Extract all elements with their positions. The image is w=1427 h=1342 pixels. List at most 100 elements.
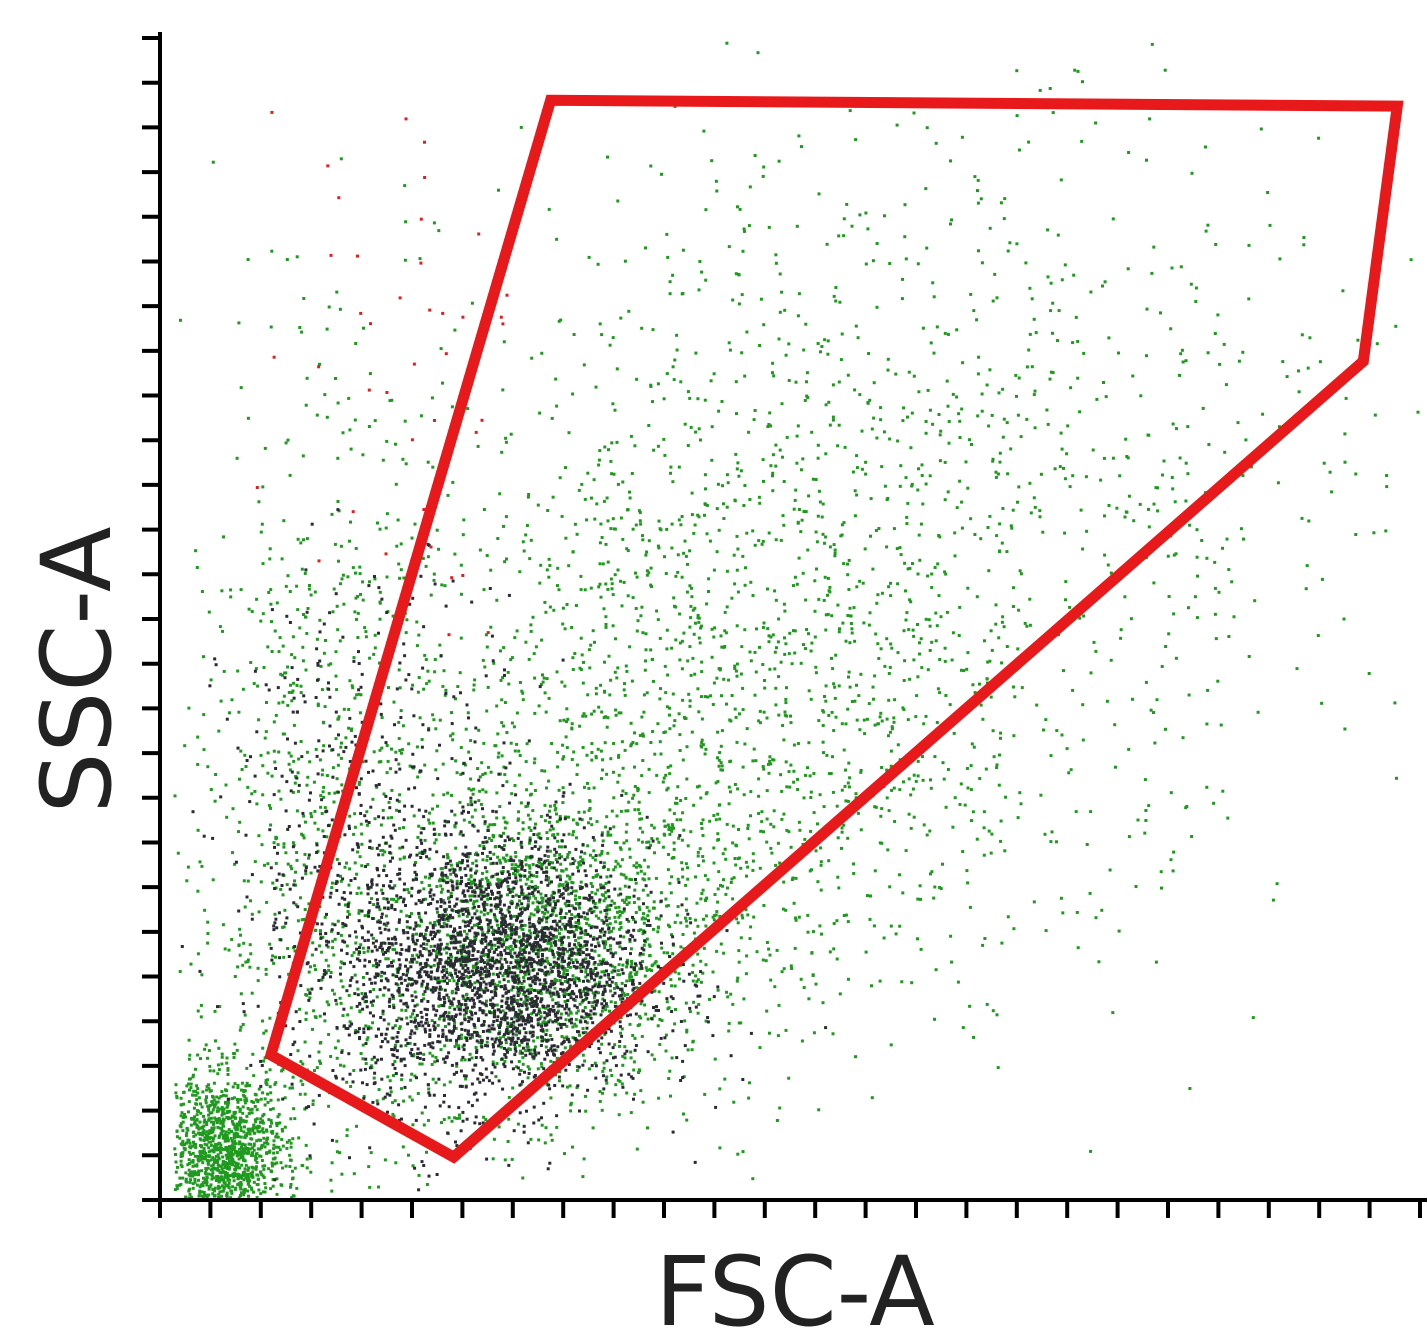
data-point xyxy=(853,489,857,493)
data-point xyxy=(1173,500,1177,504)
data-point xyxy=(565,992,569,996)
data-point xyxy=(577,810,581,814)
data-point xyxy=(912,773,916,777)
data-point xyxy=(439,890,443,894)
data-point xyxy=(384,957,388,961)
data-point xyxy=(539,1062,543,1066)
data-point xyxy=(731,841,735,845)
data-point xyxy=(877,657,881,660)
data-point xyxy=(577,936,581,940)
data-point xyxy=(1071,688,1075,692)
data-point xyxy=(972,745,976,749)
data-point xyxy=(1051,331,1054,335)
data-point xyxy=(1207,443,1211,446)
data-point xyxy=(811,477,815,481)
data-point xyxy=(663,824,667,828)
data-point xyxy=(404,631,408,635)
data-point xyxy=(184,1134,188,1137)
data-point xyxy=(906,718,910,722)
data-point xyxy=(611,593,615,597)
data-point xyxy=(685,1118,689,1122)
data-point xyxy=(256,1147,260,1151)
data-point xyxy=(961,850,965,853)
data-point xyxy=(621,1054,625,1058)
data-point xyxy=(453,328,457,332)
data-point xyxy=(737,949,741,953)
data-point xyxy=(518,966,522,970)
data-point xyxy=(896,439,900,443)
data-point xyxy=(549,1096,553,1100)
data-point xyxy=(198,1120,202,1124)
data-point xyxy=(202,1128,206,1132)
data-point xyxy=(233,1142,236,1146)
data-point xyxy=(503,820,507,824)
data-point xyxy=(1304,587,1308,591)
data-point xyxy=(1094,916,1098,920)
data-point xyxy=(465,914,469,918)
data-point xyxy=(666,673,670,677)
data-point xyxy=(278,1121,282,1125)
data-point xyxy=(919,522,923,526)
data-point xyxy=(1081,738,1085,742)
data-point xyxy=(1046,422,1050,426)
data-point xyxy=(462,997,466,1001)
data-point xyxy=(1074,810,1078,814)
data-point xyxy=(441,762,445,766)
data-point xyxy=(203,1193,207,1197)
data-point xyxy=(217,1164,221,1168)
data-point xyxy=(1028,481,1032,485)
data-point xyxy=(771,361,775,365)
data-point xyxy=(793,629,797,633)
data-point xyxy=(826,593,829,597)
data-point xyxy=(401,724,405,728)
data-point xyxy=(683,916,687,920)
data-point xyxy=(668,832,672,836)
data-point xyxy=(910,482,914,486)
data-point xyxy=(1317,136,1321,140)
data-point xyxy=(963,803,967,807)
data-point xyxy=(735,662,739,666)
data-point xyxy=(503,1158,507,1162)
data-point xyxy=(613,1001,617,1005)
data-point xyxy=(737,856,741,860)
data-point xyxy=(582,363,586,367)
data-point xyxy=(644,917,647,921)
data-point xyxy=(1105,699,1109,703)
data-point xyxy=(769,846,773,850)
data-point xyxy=(498,805,502,808)
data-point xyxy=(863,732,867,736)
data-point xyxy=(761,539,765,543)
data-point xyxy=(794,876,798,880)
data-point xyxy=(187,1196,191,1200)
data-point xyxy=(181,1139,185,1143)
data-point xyxy=(346,910,350,913)
data-point xyxy=(924,482,928,486)
data-point xyxy=(524,882,528,886)
data-point xyxy=(803,399,807,402)
data-point xyxy=(216,1184,220,1188)
data-point xyxy=(200,1194,204,1198)
data-point xyxy=(904,618,908,622)
data-point xyxy=(943,646,947,650)
data-point xyxy=(411,1012,415,1016)
data-point xyxy=(635,629,639,633)
data-point xyxy=(736,461,740,465)
data-point xyxy=(794,918,798,922)
data-point xyxy=(847,670,851,674)
data-point xyxy=(443,1044,447,1048)
data-point xyxy=(836,603,840,607)
data-point xyxy=(597,900,601,904)
data-point xyxy=(601,997,605,1001)
data-point xyxy=(658,636,662,640)
data-point xyxy=(263,1097,267,1101)
data-point xyxy=(386,957,390,961)
data-point xyxy=(951,392,955,396)
data-point xyxy=(1010,526,1014,530)
data-point xyxy=(562,972,566,976)
data-point xyxy=(251,1170,255,1174)
data-point xyxy=(527,875,531,879)
data-point xyxy=(993,272,997,276)
data-point xyxy=(514,1065,518,1069)
data-point xyxy=(555,935,558,939)
data-point xyxy=(232,1123,236,1127)
